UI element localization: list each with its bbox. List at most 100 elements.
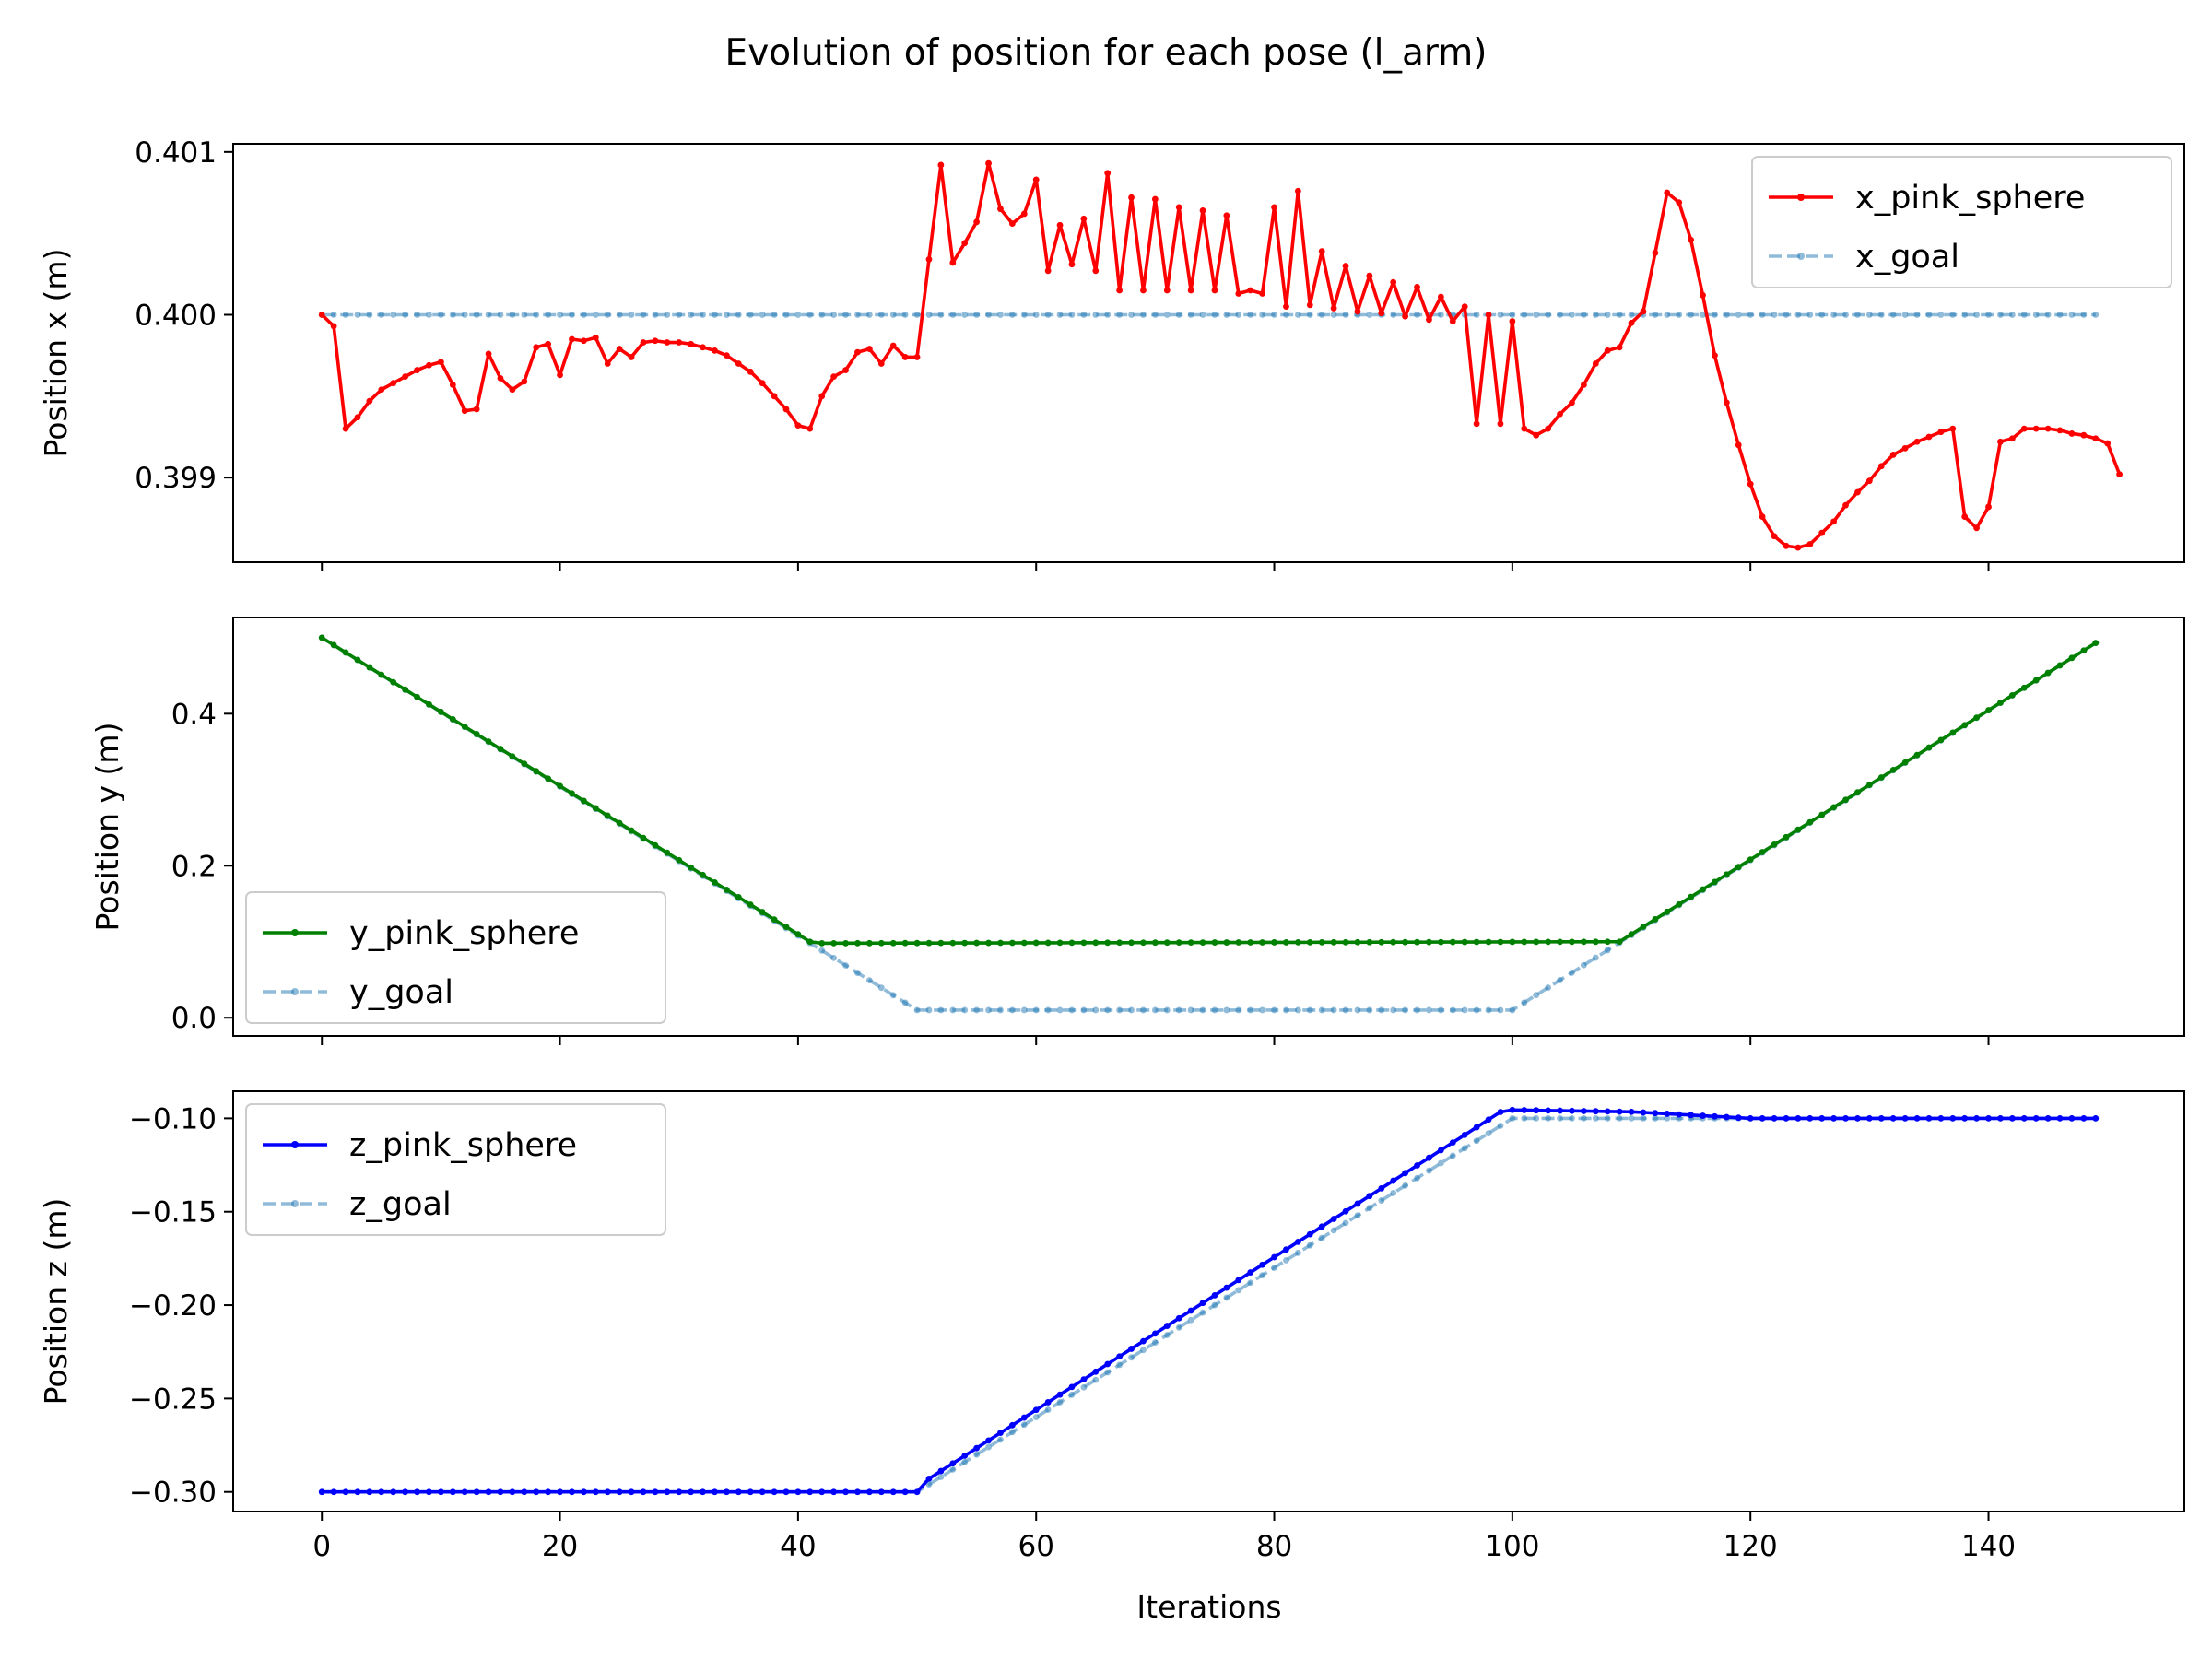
data-point	[1437, 938, 1444, 946]
data-point	[2068, 430, 2076, 437]
data-point	[426, 312, 432, 318]
data-point	[937, 1474, 945, 1480]
data-point	[414, 312, 420, 318]
data-point	[580, 312, 587, 318]
data-point	[1913, 312, 1921, 318]
data-point	[1187, 312, 1194, 318]
data-point	[1973, 524, 1981, 532]
data-point	[330, 312, 337, 318]
data-point	[1378, 1006, 1385, 1014]
data-point	[378, 1488, 385, 1496]
y-tick-label: 0.4	[171, 698, 217, 731]
data-point	[1426, 316, 1432, 324]
data-point	[1449, 1139, 1456, 1147]
data-point	[1271, 1253, 1277, 1261]
data-point	[1199, 312, 1206, 318]
data-point	[1044, 1406, 1052, 1413]
data-point	[1747, 1114, 1754, 1122]
data-point	[354, 414, 361, 421]
data-point	[735, 312, 742, 318]
data-point	[545, 340, 552, 347]
data-point	[1521, 938, 1528, 946]
data-point	[985, 939, 992, 947]
legend-marker	[1797, 194, 1805, 201]
data-point	[1664, 189, 1671, 196]
data-point	[1378, 310, 1385, 317]
data-point	[426, 1488, 432, 1496]
data-point	[1247, 287, 1254, 294]
data-point	[747, 1488, 754, 1496]
data-point	[961, 240, 969, 247]
data-point	[1294, 1238, 1301, 1245]
data-point	[1032, 312, 1040, 318]
data-point	[1616, 1108, 1623, 1115]
data-point	[1997, 1114, 2004, 1122]
data-point	[1247, 312, 1254, 318]
data-point	[842, 939, 849, 947]
data-point	[1259, 312, 1266, 318]
data-point	[1842, 501, 1849, 509]
data-point	[330, 323, 337, 330]
data-point	[545, 1488, 552, 1496]
data-point	[1211, 312, 1218, 318]
data-point	[1032, 939, 1040, 947]
data-point	[1092, 1006, 1100, 1014]
data-point	[961, 939, 969, 947]
data-point	[1068, 1391, 1076, 1398]
data-point	[2092, 435, 2100, 442]
data-point	[1604, 1114, 1611, 1122]
data-point	[1128, 312, 1135, 318]
data-point	[865, 346, 873, 352]
data-point	[1961, 513, 1969, 520]
data-point	[449, 715, 456, 723]
data-point	[1199, 1309, 1206, 1316]
data-point	[997, 1436, 1004, 1443]
data-point	[652, 841, 659, 849]
data-point	[913, 1006, 921, 1014]
data-point	[485, 738, 492, 745]
data-point	[1676, 900, 1683, 908]
data-point	[1390, 278, 1397, 286]
data-point	[1116, 287, 1124, 294]
data-point	[1818, 811, 1826, 818]
data-point	[1485, 312, 1492, 318]
data-point	[1449, 1006, 1456, 1014]
data-point	[1068, 939, 1076, 947]
data-point	[1163, 1006, 1171, 1014]
data-point	[1235, 1006, 1242, 1014]
data-point	[1569, 969, 1575, 976]
data-point	[1223, 212, 1230, 219]
data-point	[616, 1488, 623, 1496]
data-point	[712, 878, 718, 886]
data-point	[1247, 1279, 1254, 1287]
data-point	[937, 1006, 945, 1014]
series-x_pink_sphere	[318, 159, 2124, 551]
data-point	[1521, 425, 1528, 432]
data-point	[759, 909, 766, 915]
data-point	[1461, 1006, 1468, 1014]
data-point	[1378, 938, 1385, 946]
data-point	[1330, 1216, 1337, 1222]
data-point	[1187, 1316, 1194, 1324]
data-point	[1712, 352, 1718, 359]
data-point	[1318, 248, 1325, 254]
data-point	[1128, 194, 1135, 201]
data-point	[533, 312, 540, 318]
data-point	[1973, 1114, 1981, 1122]
data-point	[1128, 939, 1135, 947]
data-point	[735, 360, 742, 367]
data-point	[771, 312, 778, 318]
data-point	[1545, 425, 1552, 432]
axes-frame	[232, 617, 2185, 1037]
data-point	[640, 312, 647, 318]
data-point	[1854, 789, 1861, 796]
data-point	[806, 425, 814, 432]
data-point	[1283, 1006, 1289, 1014]
data-point	[354, 656, 361, 664]
data-point	[1628, 1108, 1635, 1115]
data-point	[521, 378, 528, 385]
data-point	[2032, 1114, 2040, 1122]
legend-marker	[291, 1200, 299, 1207]
data-point	[1235, 1277, 1242, 1284]
data-point	[949, 939, 957, 947]
